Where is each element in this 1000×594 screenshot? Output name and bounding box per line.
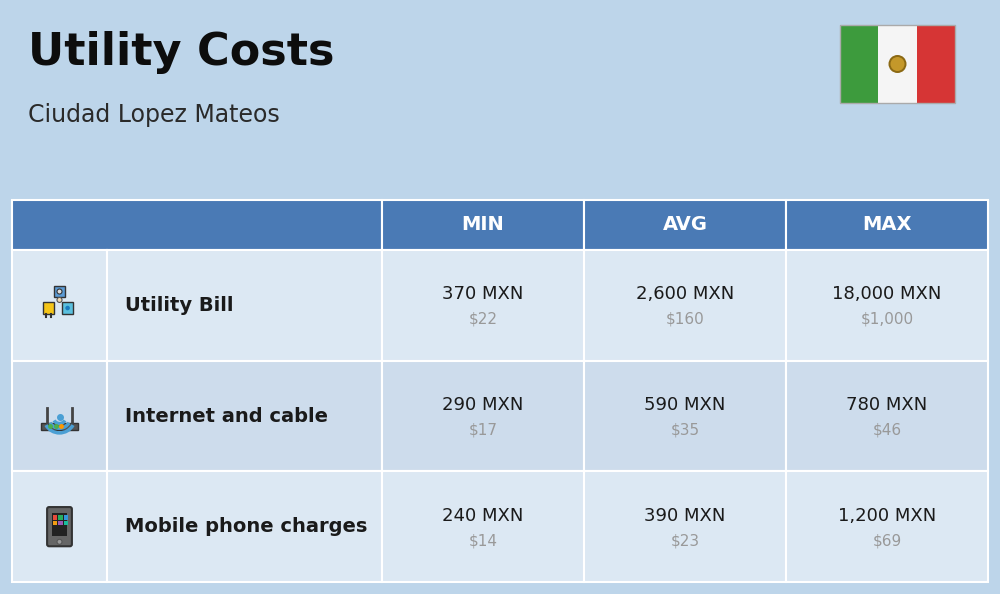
Bar [52,513,67,536]
Bar [12,200,382,250]
Text: $22: $22 [468,312,498,327]
Bar [786,361,988,471]
Bar [41,422,78,430]
Text: MIN: MIN [462,216,504,235]
Text: Ciudad Lopez Mateos: Ciudad Lopez Mateos [28,103,280,127]
Bar [840,25,878,103]
Text: $46: $46 [872,422,902,438]
Circle shape [889,55,906,73]
Bar [382,361,584,471]
Text: $35: $35 [670,422,700,438]
Text: Utility Bill: Utility Bill [125,296,234,315]
Bar [382,200,584,250]
Text: $23: $23 [670,533,700,548]
Circle shape [65,306,70,310]
Bar [382,471,584,582]
Bar [43,302,54,314]
Text: 18,000 MXN: 18,000 MXN [832,285,942,304]
Text: Internet and cable: Internet and cable [125,406,328,425]
Bar [62,302,73,314]
Text: $14: $14 [468,533,498,548]
Bar [786,200,988,250]
Bar [878,25,917,103]
Bar [58,515,63,520]
Bar [584,471,786,582]
Text: 1,200 MXN: 1,200 MXN [838,507,936,525]
Text: $160: $160 [666,312,704,327]
Bar [53,520,57,525]
Bar [584,200,786,250]
Bar [917,25,955,103]
Bar [64,520,68,525]
Bar [12,250,107,361]
Text: MAX: MAX [862,216,912,235]
Bar [12,361,107,471]
Bar [107,361,382,471]
Bar [64,515,68,520]
Text: $17: $17 [468,422,498,438]
Bar [584,361,786,471]
Bar [382,250,584,361]
Bar [107,471,382,582]
Text: 2,600 MXN: 2,600 MXN [636,285,734,304]
Text: 370 MXN: 370 MXN [442,285,524,304]
Text: $69: $69 [872,533,902,548]
Text: $1,000: $1,000 [860,312,914,327]
Bar [840,25,955,103]
Text: 240 MXN: 240 MXN [442,507,524,525]
Bar [584,250,786,361]
Bar [786,471,988,582]
Text: Mobile phone charges: Mobile phone charges [125,517,367,536]
Bar [54,286,65,297]
Circle shape [57,289,62,294]
Bar [786,250,988,361]
Circle shape [891,57,904,71]
Text: 590 MXN: 590 MXN [644,396,726,414]
Bar [107,250,382,361]
Bar [12,471,107,582]
Text: 290 MXN: 290 MXN [442,396,524,414]
Text: AVG: AVG [662,216,708,235]
Bar [58,520,63,525]
FancyBboxPatch shape [47,507,72,546]
Circle shape [57,298,62,302]
Bar [53,515,57,520]
Circle shape [57,539,62,544]
Text: Utility Costs: Utility Costs [28,30,334,74]
Text: 780 MXN: 780 MXN [846,396,928,414]
Text: 390 MXN: 390 MXN [644,507,726,525]
